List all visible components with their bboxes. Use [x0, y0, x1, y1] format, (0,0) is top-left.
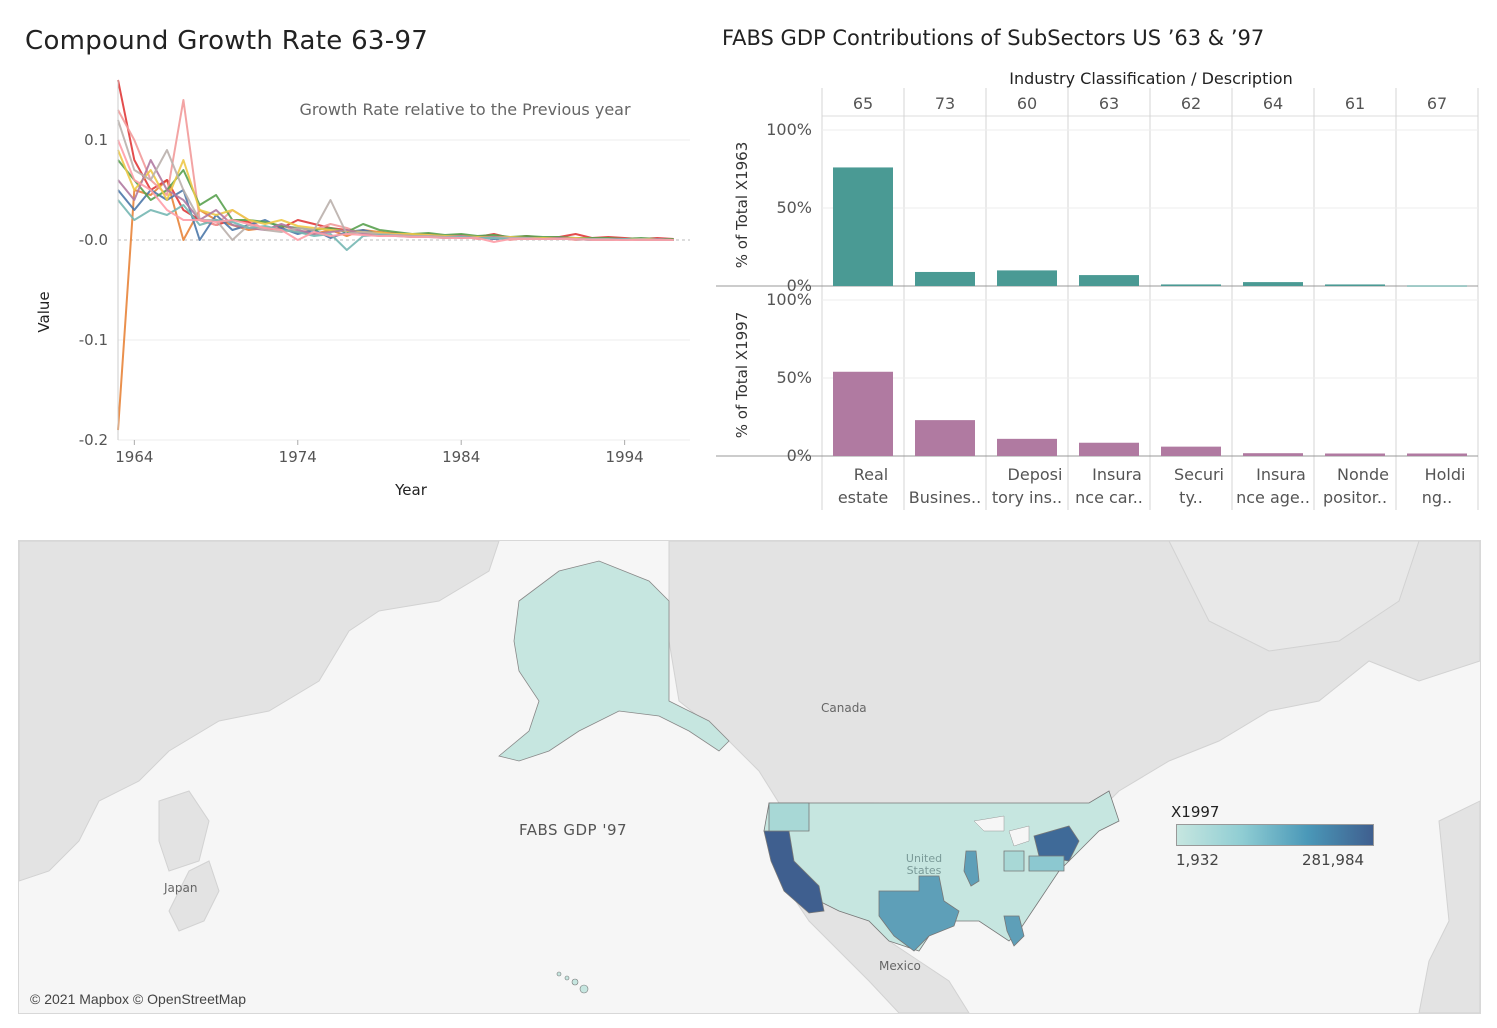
bar-y-tick-label: 100%	[766, 290, 812, 309]
column-code: 62	[1181, 94, 1201, 113]
bar-1-67	[1407, 453, 1467, 456]
x-tick-label: 1994	[606, 448, 644, 466]
line-chart[interactable]: 0.1 -0.0 -0.1 -0.2 1964 1974 1984 1994 Growth R…	[0, 60, 700, 510]
bar-0-73	[915, 271, 975, 286]
category-label: estate	[838, 488, 888, 507]
series-line-4	[117, 159, 674, 240]
series-line-6	[117, 159, 674, 241]
bar-0-64	[1243, 282, 1303, 286]
us-states[interactable]	[763, 790, 1120, 952]
bar-chart-header: Industry Classification / Description	[1009, 69, 1292, 88]
bar-1-65	[833, 371, 893, 456]
series-line-5	[117, 149, 674, 241]
state-alaska[interactable]	[498, 560, 730, 762]
bar-1-73	[915, 420, 975, 456]
bar-y-tick-label: 0%	[787, 276, 812, 295]
x-tick-label: 1984	[442, 448, 480, 466]
map-svg[interactable]	[19, 541, 1480, 1013]
y-tick-label: -0.0	[79, 231, 108, 249]
map-panel[interactable]: Canada Japan Mexico United States FABS G…	[18, 540, 1481, 1014]
y-axis-label-1963: % of Total X1963	[733, 142, 751, 269]
category-label: Insura	[1256, 465, 1306, 484]
x-tick-label: 1964	[115, 448, 153, 466]
category-label: positor..	[1323, 488, 1387, 507]
state-washington	[768, 802, 810, 832]
category-label: Insura	[1092, 465, 1142, 484]
x-axis-label: Year	[394, 481, 428, 499]
legend-gradient	[1176, 824, 1374, 846]
bar-1-62	[1161, 446, 1221, 456]
column-code: 67	[1427, 94, 1447, 113]
category-label: Holdi	[1425, 465, 1466, 484]
bar-0-60	[997, 270, 1057, 286]
map-label: FABS GDP '97	[519, 821, 628, 839]
column-code: 61	[1345, 94, 1365, 113]
category-label: Busines..	[909, 488, 981, 507]
bar-1-60	[997, 438, 1057, 456]
bar-0-61	[1325, 284, 1385, 286]
great-lakes	[973, 815, 1030, 847]
state-california	[763, 830, 825, 914]
bar-0-63	[1079, 275, 1139, 286]
column-code: 65	[853, 94, 873, 113]
bar-y-tick-label: 0%	[787, 446, 812, 465]
series-line-7	[117, 119, 674, 241]
bar-y-tick-label: 100%	[766, 120, 812, 139]
series-line-9	[117, 139, 674, 243]
state-illinois	[963, 850, 980, 887]
bar-y-tick-label: 50%	[776, 368, 812, 387]
bar-0-62	[1161, 284, 1221, 286]
legend-max: 281,984	[1302, 851, 1365, 869]
category-label: ty..	[1179, 488, 1203, 507]
state-hawaii[interactable]	[556, 971, 589, 994]
map-copyright[interactable]: © 2021 Mapbox © OpenStreetMap	[30, 991, 246, 1007]
category-label: Deposi	[1008, 465, 1063, 484]
bar-1-63	[1079, 442, 1139, 456]
column-code: 64	[1263, 94, 1283, 113]
bar-chart[interactable]: 65 73 60 63 62 64 61 67100%50%0%100%50%0%Reales…	[700, 60, 1497, 520]
y-axis-label-1997: % of Total X1997	[733, 312, 751, 439]
label-united-states: United States	[905, 852, 943, 877]
state-florida	[1003, 915, 1025, 947]
y-axis-label: Value	[35, 291, 53, 332]
column-code: 60	[1017, 94, 1037, 113]
column-code: 63	[1099, 94, 1119, 113]
line-chart-annotation: Growth Rate relative to the Previous yea…	[299, 100, 631, 119]
category-label: Real	[854, 465, 889, 484]
category-label: Securi	[1174, 465, 1224, 484]
line-chart-title: Compound Growth Rate 63-97	[25, 26, 429, 56]
y-tick-label: -0.1	[79, 331, 108, 349]
bar-y-tick-label: 50%	[776, 198, 812, 217]
bar-0-65	[833, 167, 893, 286]
bar-1-64	[1243, 453, 1303, 456]
bar-0-67	[1407, 285, 1467, 287]
category-label: tory ins..	[992, 488, 1062, 507]
label-canada: Canada	[821, 701, 867, 715]
state-pennsylvania	[1028, 855, 1065, 872]
column-code: 73	[935, 94, 955, 113]
category-label: nce car..	[1075, 488, 1143, 507]
legend-title: X1997	[1171, 803, 1220, 821]
y-tick-label: -0.2	[79, 431, 108, 449]
state-new-york	[1033, 825, 1080, 862]
bar-chart-title: FABS GDP Contributions of SubSectors US …	[722, 26, 1265, 50]
state-texas	[878, 875, 960, 952]
label-japan: Japan	[164, 881, 198, 895]
category-label: nce age..	[1236, 488, 1310, 507]
series-line-0	[117, 179, 674, 431]
bar-1-61	[1325, 453, 1385, 456]
y-tick-label: 0.1	[84, 131, 108, 149]
category-label: ng..	[1422, 488, 1452, 507]
state-ohio	[1003, 850, 1025, 872]
x-tick-label: 1974	[279, 448, 317, 466]
label-mexico: Mexico	[879, 959, 921, 973]
legend-min: 1,932	[1176, 851, 1219, 869]
category-label: Nonde	[1337, 465, 1389, 484]
series-line-8	[117, 199, 674, 251]
land	[19, 541, 1480, 1013]
